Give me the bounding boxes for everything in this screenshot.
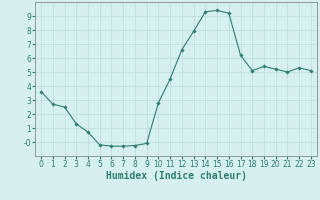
X-axis label: Humidex (Indice chaleur): Humidex (Indice chaleur) [106,171,246,181]
